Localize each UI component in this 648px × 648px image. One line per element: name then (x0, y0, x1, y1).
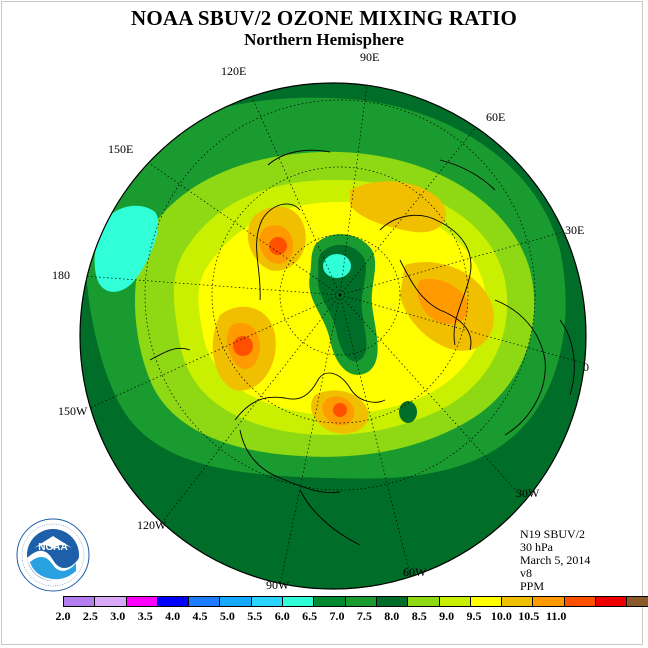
colorbar-tick-label: 4.0 (165, 609, 181, 623)
lon-label-30w: 30W (516, 486, 540, 500)
colorbar-tick-label: 8.0 (384, 609, 400, 623)
units-label: PPM (520, 579, 545, 593)
page-title: NOAA SBUV/2 OZONE MIXING RATIO (131, 6, 517, 30)
lon-label-120e: 120E (221, 64, 247, 78)
lon-label-180: 180 (52, 268, 70, 282)
colorbar-swatch (126, 597, 158, 606)
colorbar-tick-label: 6.5 (302, 609, 318, 623)
lon-label-60e: 60E (486, 110, 506, 124)
lon-label-60w: 60W (403, 565, 427, 579)
colorbar-tick-label: 5.0 (219, 609, 235, 623)
colorbar-swatch (345, 597, 377, 606)
colorbar-tick-label: 5.5 (247, 609, 263, 623)
colorbar-swatch (157, 597, 190, 606)
colorbar-swatch (502, 597, 534, 606)
colorbar-tick-label: 2.0 (55, 609, 71, 623)
colorbar-tick-label: 7.0 (329, 609, 345, 623)
coastlines (149, 149, 575, 546)
logo-text: NOAA (38, 542, 67, 553)
colorbar-swatch (251, 597, 284, 606)
instrument-label: N19 SBUV/2 (520, 527, 586, 541)
version-label: v8 (520, 566, 532, 580)
lon-label-0: 0 (583, 360, 589, 374)
colorbar-tick-label: 9.0 (439, 609, 455, 623)
lon-label-150w: 150W (58, 404, 88, 418)
colorbar-tick-label: 6.0 (274, 609, 290, 623)
colorbar-tick-label: 8.5 (411, 609, 427, 623)
colorbar-tick-label: 11.0 (546, 609, 567, 623)
lon-label-90e: 90E (360, 50, 380, 64)
lon-label-30e: 30E (565, 223, 585, 237)
colorbar-swatch (95, 597, 127, 606)
colorbar-ticks: 2.0 2.5 3.0 3.5 4.0 4.5 5.0 5.5 6.0 6.5 7.0 7.5 8.0 8… (48, 609, 608, 623)
colorbar-tick-label: 10.0 (490, 609, 512, 623)
lon-label-120w: 120W (137, 518, 167, 532)
colorbar-swatch (220, 597, 252, 606)
info-block: N19 SBUV/2 30 hPa March 5, 2014 v8 PPM (520, 528, 590, 593)
colorbar (63, 596, 648, 607)
colorbar-swatch (189, 597, 221, 606)
colorbar-tick-label: 2.5 (82, 609, 98, 623)
graticule (80, 83, 586, 586)
colorbar-tick-label: 4.5 (192, 609, 208, 623)
ozone-field (80, 83, 586, 589)
colorbar-tick-label: 9.5 (466, 609, 482, 623)
colorbar-tick-label: 3.0 (110, 609, 126, 623)
colorbar-swatch (283, 597, 315, 606)
lon-label-90w: 90W (266, 578, 290, 592)
colorbar-tick-label: 10.5 (518, 609, 540, 623)
colorbar-swatch (627, 597, 648, 606)
colorbar-swatch (564, 597, 597, 606)
hemisphere-outline (79, 82, 587, 590)
lon-label-150e: 150E (108, 142, 134, 156)
colorbar-tick-label: 3.5 (137, 609, 153, 623)
colorbar-swatch (533, 597, 565, 606)
colorbar-swatch (439, 597, 471, 606)
colorbar-swatch (314, 597, 346, 606)
page-subtitle: Northern Hemisphere (244, 30, 404, 49)
colorbar-swatch (64, 597, 96, 606)
date-label: March 5, 2014 (520, 553, 591, 567)
colorbar-swatch (376, 597, 409, 606)
pressure-level-label: 30 hPa (520, 540, 553, 554)
colorbar-swatch (596, 597, 628, 606)
colorbar-tick-label: 7.5 (356, 609, 372, 623)
noaa-logo: NOAA (16, 518, 90, 592)
colorbar-swatch (408, 597, 440, 606)
colorbar-swatch (470, 597, 503, 606)
